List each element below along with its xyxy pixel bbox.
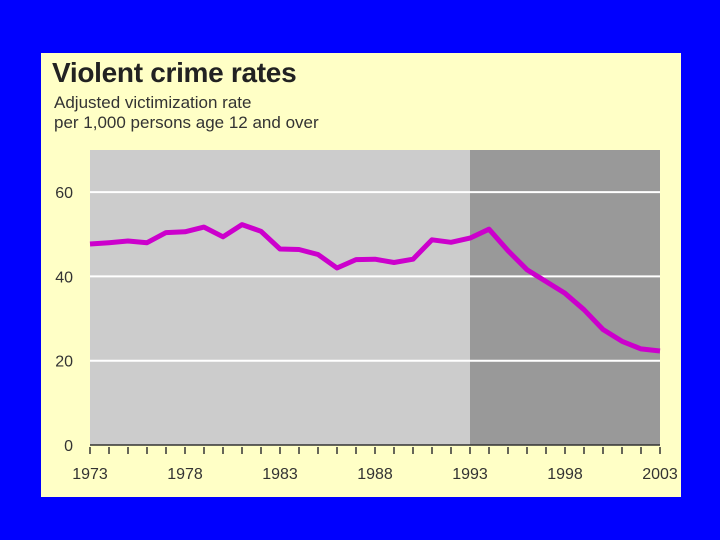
x-tick-label: 1993 bbox=[452, 466, 488, 483]
chart-title: Violent crime rates bbox=[52, 57, 297, 88]
chart-panel: Violent crime rates Adjusted victimizati… bbox=[41, 53, 681, 497]
y-tick-label: 40 bbox=[55, 269, 73, 286]
x-tick-label: 1978 bbox=[167, 466, 203, 483]
shaded-region bbox=[470, 150, 660, 445]
x-tick-label: 1973 bbox=[72, 466, 108, 483]
chart-subtitle: Adjusted victimization rate per 1,000 pe… bbox=[54, 93, 319, 133]
x-tick-label: 1983 bbox=[262, 466, 298, 483]
y-tick-label: 60 bbox=[55, 185, 73, 202]
x-tick-label: 1988 bbox=[357, 466, 393, 483]
series-line-0 bbox=[89, 222, 661, 354]
x-tick-label: 2003 bbox=[642, 466, 678, 483]
x-tick-label: 1998 bbox=[547, 466, 583, 483]
y-tick-label: 0 bbox=[64, 438, 73, 455]
chart-subtitle-line-1: Adjusted victimization rate bbox=[54, 93, 252, 112]
chart-subtitle-line-2: per 1,000 persons age 12 and over bbox=[54, 113, 319, 132]
y-tick-label: 20 bbox=[55, 354, 73, 371]
line-chart: 0 20 40 60 1973 1978 1983 1988 1993 1998 2003 bbox=[55, 150, 678, 483]
